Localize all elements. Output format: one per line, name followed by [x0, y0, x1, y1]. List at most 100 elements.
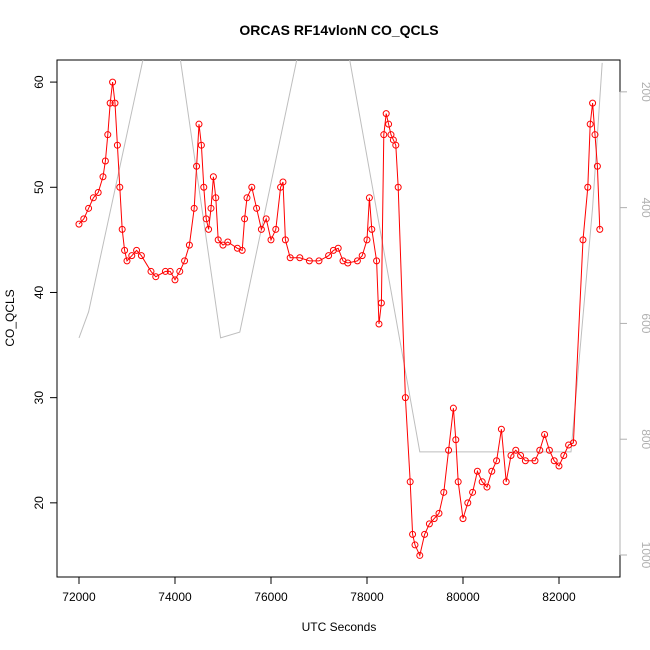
- series-line: [78, 82, 601, 557]
- data-point: [195, 120, 203, 128]
- data-point: [241, 215, 249, 223]
- data-point: [104, 131, 112, 139]
- y2-tick-label: 800: [639, 429, 650, 449]
- data-point: [380, 131, 388, 139]
- data-point: [586, 120, 594, 128]
- data-point: [248, 183, 256, 191]
- data-point: [493, 457, 501, 465]
- data-point: [214, 236, 222, 244]
- data-point: [406, 478, 414, 486]
- y-axis-label: CO_QCLS: [3, 289, 17, 346]
- data-point: [80, 215, 88, 223]
- data-point: [464, 499, 472, 507]
- data-point: [579, 236, 587, 244]
- y-tick-label: 30: [32, 391, 46, 405]
- data-point: [502, 478, 510, 486]
- data-point: [279, 178, 287, 186]
- data-point: [315, 257, 323, 265]
- data-point: [550, 457, 558, 465]
- data-point: [368, 225, 376, 233]
- y-tick-label: 60: [32, 75, 46, 89]
- data-point: [497, 425, 505, 433]
- data-point: [531, 457, 539, 465]
- data-point: [473, 467, 481, 475]
- data-point: [385, 120, 393, 128]
- data-point: [190, 204, 198, 212]
- data-point: [111, 99, 119, 107]
- x-tick-label: 74000: [158, 590, 192, 604]
- data-point: [137, 252, 145, 260]
- data-point: [454, 478, 462, 486]
- data-point: [334, 244, 342, 252]
- data-point: [113, 141, 121, 149]
- data-point: [193, 162, 201, 170]
- data-point: [536, 446, 544, 454]
- data-point: [596, 225, 604, 233]
- data-point: [197, 141, 205, 149]
- data-point: [224, 238, 232, 246]
- data-point: [440, 488, 448, 496]
- data-point: [200, 183, 208, 191]
- data-point: [121, 246, 129, 254]
- data-point: [512, 446, 520, 454]
- data-point: [411, 541, 419, 549]
- data-point: [257, 225, 265, 233]
- data-point: [517, 452, 525, 460]
- data-point: [449, 404, 457, 412]
- x-tick-label: 76000: [254, 590, 288, 604]
- data-point: [375, 320, 383, 328]
- plot-area: [75, 60, 604, 559]
- data-point: [272, 225, 280, 233]
- data-point: [75, 220, 83, 228]
- data-point: [382, 110, 390, 118]
- plot-box: [56, 59, 621, 578]
- data-point: [435, 509, 443, 517]
- data-point: [545, 446, 553, 454]
- data-point: [507, 452, 515, 460]
- series-line: [78, 60, 603, 453]
- data-point: [394, 183, 402, 191]
- y2-tick-label: 400: [639, 198, 650, 218]
- data-point: [161, 267, 169, 275]
- data-point: [133, 246, 141, 254]
- chart-title: ORCAS RF14vlonN CO_QCLS: [239, 22, 438, 38]
- data-point: [147, 267, 155, 275]
- data-point: [106, 99, 114, 107]
- data-point: [99, 173, 107, 181]
- x-tick-label: 80000: [446, 590, 480, 604]
- data-point: [118, 225, 126, 233]
- data-point: [353, 257, 361, 265]
- data-point: [569, 439, 577, 447]
- x-tick-label: 72000: [62, 590, 96, 604]
- data-point: [377, 299, 385, 307]
- data-point: [392, 141, 400, 149]
- data-point: [344, 259, 352, 267]
- data-point: [286, 254, 294, 262]
- data-point: [262, 215, 270, 223]
- data-point: [483, 483, 491, 491]
- data-point: [109, 78, 117, 86]
- data-point: [589, 99, 597, 107]
- data-point: [85, 204, 93, 212]
- data-point: [430, 515, 438, 523]
- data-point: [205, 225, 213, 233]
- y-tick-label: 20: [32, 496, 46, 510]
- data-point: [416, 551, 424, 559]
- data-point: [488, 467, 496, 475]
- data-point: [181, 257, 189, 265]
- data-point: [373, 257, 381, 265]
- data-point: [207, 204, 215, 212]
- x-axis-label: UTC Seconds: [302, 620, 377, 634]
- data-point: [305, 257, 313, 265]
- data-point: [363, 236, 371, 244]
- data-point: [101, 157, 109, 165]
- data-point: [409, 530, 417, 538]
- data-point: [94, 189, 102, 197]
- data-point: [128, 252, 136, 260]
- data-point: [243, 194, 251, 202]
- data-point: [238, 246, 246, 254]
- y-tick-label: 50: [32, 180, 46, 194]
- data-point: [267, 236, 275, 244]
- data-point: [541, 430, 549, 438]
